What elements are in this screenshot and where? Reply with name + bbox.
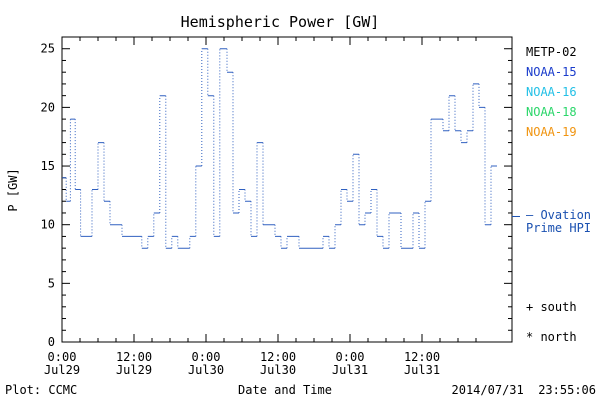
axis-ticks: 05101520250:00Jul2912:00Jul290:00Jul3012… xyxy=(41,37,512,377)
ovation-legend-line1: — Ovation xyxy=(526,208,591,222)
y-tick-label: 20 xyxy=(41,100,55,114)
y-tick-label: 10 xyxy=(41,218,55,232)
series-step-vertical xyxy=(65,48,492,249)
y-tick-label: 15 xyxy=(41,159,55,173)
legend-item-noaa-19: NOAA-19 xyxy=(526,125,577,139)
footer-timestamp: 2014/07/31 23:55:06 xyxy=(452,383,597,397)
x-tick-time-label: 0:00 xyxy=(192,350,221,364)
x-tick-time-label: 12:00 xyxy=(404,350,440,364)
legend: METP-02 NOAA-15 NOAA-16 NOAA-18 NOAA-19 — Ova… xyxy=(512,45,591,344)
legend-item-noaa-18: NOAA-18 xyxy=(526,105,577,119)
x-tick-date-label: Jul30 xyxy=(188,363,224,377)
plot-axes xyxy=(61,36,513,343)
legend-item-metp-02: METP-02 xyxy=(526,45,577,59)
footer-plot-credit: Plot: CCMC xyxy=(5,383,77,397)
x-tick-time-label: 0:00 xyxy=(48,350,77,364)
series-prime-hpi xyxy=(62,48,497,249)
y-tick-label: 5 xyxy=(48,276,55,290)
series-step-horizontal xyxy=(62,48,497,249)
y-axis-label: P [GW] xyxy=(6,168,20,211)
x-tick-date-label: Jul29 xyxy=(44,363,80,377)
marker-legend-south: + south xyxy=(526,300,577,314)
x-tick-date-label: Jul31 xyxy=(332,363,368,377)
ovation-legend-line2: Prime HPI xyxy=(526,221,591,235)
chart-title: Hemispheric Power [GW] xyxy=(181,13,380,31)
plot-frame xyxy=(61,36,513,343)
x-tick-time-label: 12:00 xyxy=(116,350,152,364)
x-axis-label: Date and Time xyxy=(238,383,332,397)
x-tick-time-label: 0:00 xyxy=(336,350,365,364)
legend-item-noaa-16: NOAA-16 xyxy=(526,85,577,99)
x-tick-date-label: Jul31 xyxy=(404,363,440,377)
legend-item-noaa-15: NOAA-15 xyxy=(526,65,577,79)
marker-legend-north: * north xyxy=(526,330,577,344)
series-layer xyxy=(62,48,497,249)
x-tick-date-label: Jul29 xyxy=(116,363,152,377)
y-tick-label: 25 xyxy=(41,42,55,56)
x-tick-date-label: Jul30 xyxy=(260,363,296,377)
x-tick-time-label: 12:00 xyxy=(260,350,296,364)
y-tick-label: 0 xyxy=(48,335,55,349)
